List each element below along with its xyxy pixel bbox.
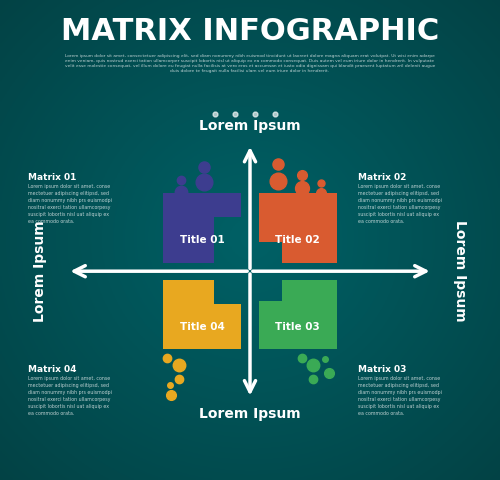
Polygon shape <box>164 280 241 349</box>
Text: MATRIX INFOGRAPHIC: MATRIX INFOGRAPHIC <box>61 17 439 46</box>
Polygon shape <box>164 193 241 263</box>
Text: Matrix 04: Matrix 04 <box>28 365 76 374</box>
Text: Matrix 01: Matrix 01 <box>28 173 76 182</box>
Text: Matrix 02: Matrix 02 <box>358 173 406 182</box>
Polygon shape <box>259 193 336 263</box>
Text: Lorem ipsum dolor sit amet, conse
mectetuer adipiscing elitipsd, sed
diam nonumm: Lorem ipsum dolor sit amet, conse mectet… <box>28 376 112 416</box>
Text: Title 02: Title 02 <box>276 235 320 245</box>
Text: Lorem Ipsum: Lorem Ipsum <box>199 119 301 133</box>
Text: Lorem Ipsum: Lorem Ipsum <box>33 220 47 322</box>
Polygon shape <box>259 280 336 349</box>
Text: Lorem Ipsum: Lorem Ipsum <box>199 407 301 421</box>
Text: Matrix 03: Matrix 03 <box>358 365 406 374</box>
Text: Title 01: Title 01 <box>180 235 224 245</box>
Text: Lorem Ipsum: Lorem Ipsum <box>453 220 467 322</box>
Text: Title 04: Title 04 <box>180 322 224 332</box>
Text: Lorem ipsum dolor sit amet, conse
mectetuer adipiscing elitipsd, sed
diam nonumm: Lorem ipsum dolor sit amet, conse mectet… <box>28 184 112 224</box>
Text: Lorem ipsum dolor sit amet, consectetuer adipiscing elit, sed diam nonummy nibh : Lorem ipsum dolor sit amet, consectetuer… <box>65 54 435 73</box>
Text: Lorem ipsum dolor sit amet, conse
mectetuer adipiscing elitipsd, sed
diam nonumm: Lorem ipsum dolor sit amet, conse mectet… <box>358 184 442 224</box>
Text: Title 03: Title 03 <box>276 322 320 332</box>
Text: Lorem ipsum dolor sit amet, conse
mectetuer adipiscing elitipsd, sed
diam nonumm: Lorem ipsum dolor sit amet, conse mectet… <box>358 376 442 416</box>
